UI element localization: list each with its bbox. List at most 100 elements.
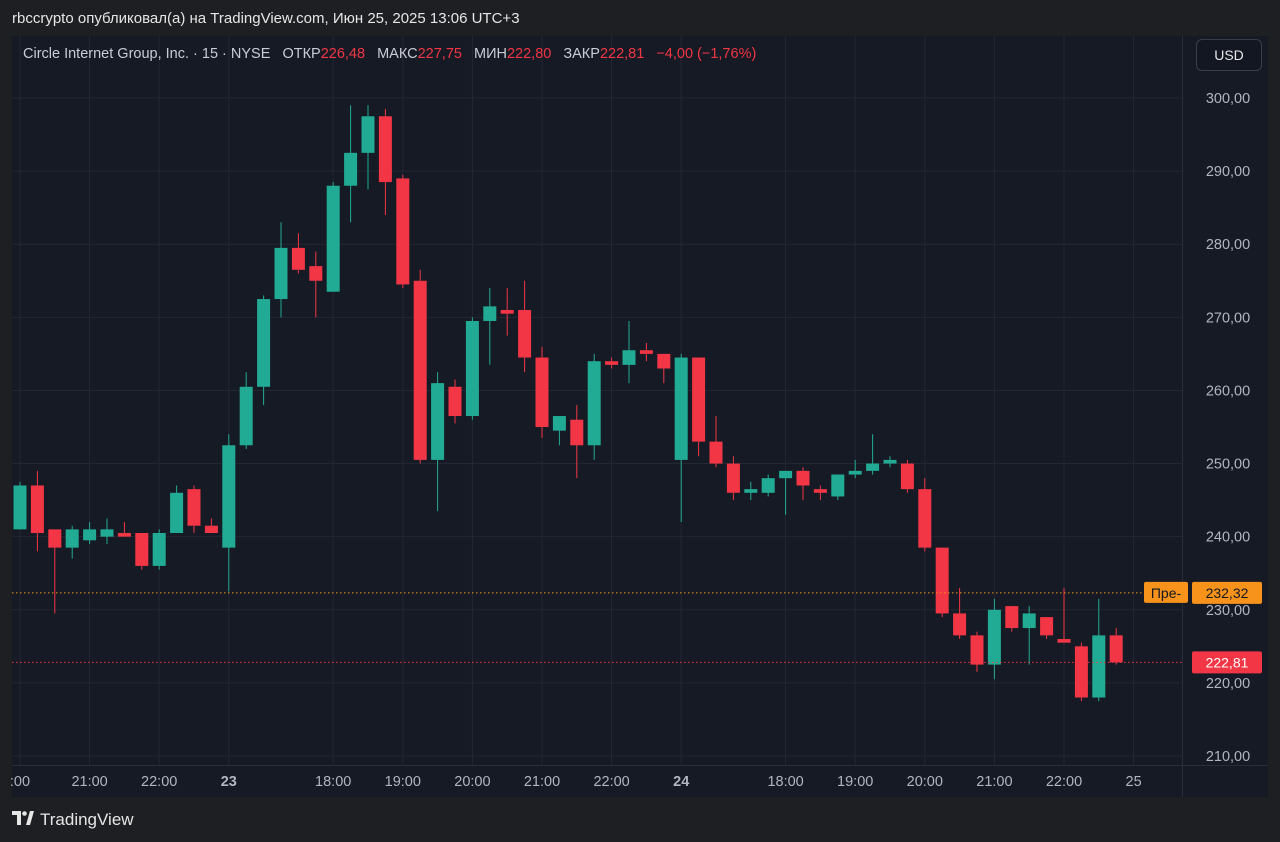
candle-body [518, 310, 532, 358]
open-label: ОТКР [282, 46, 321, 62]
candle-body [761, 478, 775, 493]
x-tick-label: 21:00 [976, 774, 1012, 790]
candle-body [30, 485, 44, 534]
candle-body [431, 383, 445, 460]
candle-body [222, 445, 236, 548]
price-badge-value: 232,32 [1206, 585, 1249, 601]
candle-body [204, 525, 218, 534]
price-badge-value: 222,81 [1206, 654, 1249, 670]
high-value: 227,75 [417, 46, 462, 62]
candle-body [552, 416, 566, 431]
candle-body [813, 489, 827, 493]
candle-body [1092, 635, 1106, 698]
candle-body [744, 489, 758, 493]
candle-body [570, 419, 584, 446]
x-tick-label: 25 [1126, 774, 1142, 790]
candle-body [309, 266, 323, 281]
candle-body [900, 463, 914, 490]
candle-body [48, 529, 62, 548]
candle-body [100, 529, 114, 537]
candle-body [535, 357, 549, 427]
candle-body [866, 463, 880, 471]
candle-body [1005, 606, 1019, 629]
y-tick-label: 300,00 [1206, 91, 1250, 107]
candle-body [170, 492, 184, 534]
candle-body [500, 310, 514, 314]
x-tick-label: 21:00 [524, 774, 560, 790]
candle-body [726, 463, 740, 493]
y-tick-label: 290,00 [1206, 164, 1250, 180]
x-tick-label: 19:00 [385, 774, 421, 790]
close-value: 222,81 [599, 46, 645, 62]
candle-body [987, 609, 1001, 665]
tv-mark-icon [12, 811, 34, 825]
x-tick-label: 23 [221, 774, 237, 790]
y-tick-label: 250,00 [1206, 457, 1250, 473]
candle-body [918, 489, 932, 548]
candle-body [187, 489, 201, 526]
x-tick-label: 20:00 [907, 774, 943, 790]
brand-name: TradingView [40, 810, 134, 829]
candle-body [883, 459, 897, 464]
candle-body [344, 152, 358, 186]
candle-body [396, 178, 410, 285]
candle-body [622, 350, 636, 365]
chart-area[interactable] [12, 36, 1268, 797]
x-tick-label: 21:00 [71, 774, 107, 790]
post-meta: опубликовал(а) на TradingView.com, Июн 2… [77, 10, 520, 27]
open-value: 226,48 [320, 46, 366, 62]
x-tick-label: 22:00 [141, 774, 177, 790]
low-value: 222,80 [506, 46, 552, 62]
candle-body [831, 474, 845, 497]
author-name[interactable]: rbccrypto [12, 10, 74, 27]
candle-body [1074, 646, 1088, 698]
candle-body [65, 529, 79, 548]
x-tick-label: 22:00 [593, 774, 629, 790]
candle-body [83, 529, 97, 541]
candle-body [274, 247, 288, 300]
candle-body [361, 116, 375, 153]
candle-body [1040, 617, 1054, 636]
ohlc-legend: Circle Internet Group, Inc. · 15 · NYSE … [23, 46, 756, 62]
tradingview-logo[interactable]: TradingView [12, 810, 134, 830]
candle-body [378, 116, 392, 183]
currency-button[interactable]: USD [1196, 39, 1262, 71]
candle-body [692, 357, 706, 442]
candle-body [152, 533, 166, 566]
candle-body [257, 299, 271, 387]
candle-body [587, 361, 601, 446]
x-tick-label: 19:00 [837, 774, 873, 790]
price-badge [1192, 581, 1262, 604]
candle-body [291, 247, 305, 270]
candle-body [970, 635, 984, 665]
candle-body [674, 357, 688, 460]
candle-body [1057, 639, 1071, 643]
candle-body [1022, 613, 1036, 629]
x-tick-label: 18:00 [767, 774, 803, 790]
y-tick-label: 220,00 [1206, 676, 1250, 692]
candle-body [465, 320, 479, 417]
price-badge [1192, 651, 1262, 674]
candle-body [448, 386, 462, 417]
post-header: rbccrypto опубликовал(а) на TradingView.… [12, 10, 520, 27]
low-label: МИН [474, 46, 507, 62]
high-label: МАКС [377, 46, 418, 62]
x-tick-label: 24 [673, 774, 689, 790]
candle-body [605, 361, 619, 365]
candle-body [935, 547, 949, 614]
close-label: ЗАКР [563, 46, 600, 62]
candle-body [779, 470, 793, 479]
symbol-title[interactable]: Circle Internet Group, Inc. · 15 · NYSE [23, 46, 271, 62]
candle-body [326, 185, 340, 292]
candle-body [953, 613, 967, 636]
tv-logo-icon [12, 810, 34, 830]
x-tick-label: :00 [10, 774, 30, 790]
candle-body [483, 306, 497, 321]
candle-body [1109, 635, 1123, 663]
candle-body [117, 533, 131, 537]
y-tick-label: 210,00 [1206, 749, 1250, 765]
candle-body [639, 350, 653, 354]
y-tick-label: 280,00 [1206, 237, 1250, 253]
x-tick-label: 20:00 [454, 774, 490, 790]
